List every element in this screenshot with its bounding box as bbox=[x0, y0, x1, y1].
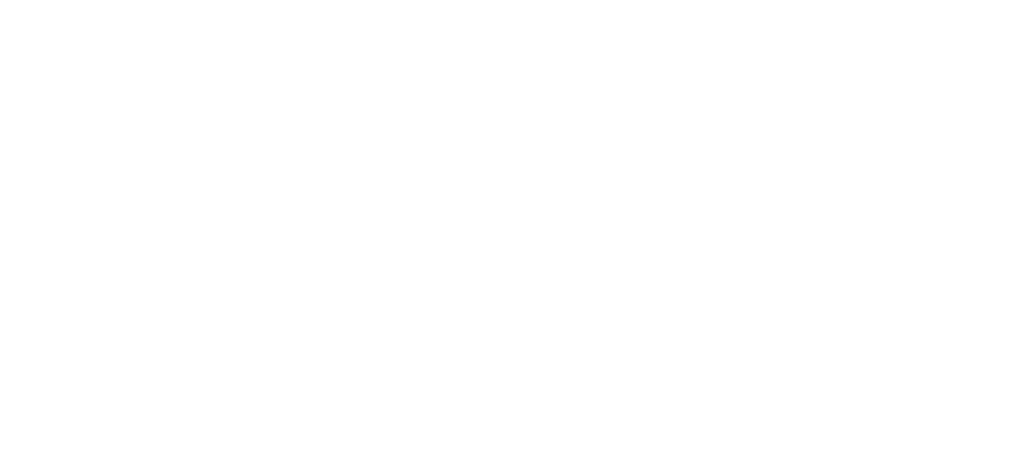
Text: Partly coiled
posterior: Partly coiled posterior bbox=[5, 390, 139, 418]
Text: Pygidium poorly
preserved: Pygidium poorly preserved bbox=[527, 399, 667, 427]
Text: Eye ridge: Eye ridge bbox=[538, 27, 707, 57]
Text: Appendages
were attached
to each pleura: Appendages were attached to each pleura bbox=[5, 83, 110, 150]
Text: 5 mm: 5 mm bbox=[913, 26, 952, 39]
Text: Thorax: Thorax bbox=[588, 221, 634, 235]
Text: 10 mm: 10 mm bbox=[227, 26, 274, 39]
Text: Left pleural
lobe: Left pleural lobe bbox=[5, 247, 88, 275]
Text: Inflated
glabella
covered in
tubercles: Inflated glabella covered in tubercles bbox=[256, 10, 359, 67]
Text: Eye ridge: Eye ridge bbox=[26, 22, 132, 61]
Text: Symmetrical growth
of pleurae, either side
of the central axis;
pairs of legs (r: Symmetrical growth of pleurae, either si… bbox=[780, 390, 928, 475]
Text: 15 segments in this
specimen: 15 segments in this specimen bbox=[780, 190, 912, 218]
Text: Thorax: Thorax bbox=[380, 231, 426, 244]
Text: Thorax: Thorax bbox=[522, 214, 536, 261]
